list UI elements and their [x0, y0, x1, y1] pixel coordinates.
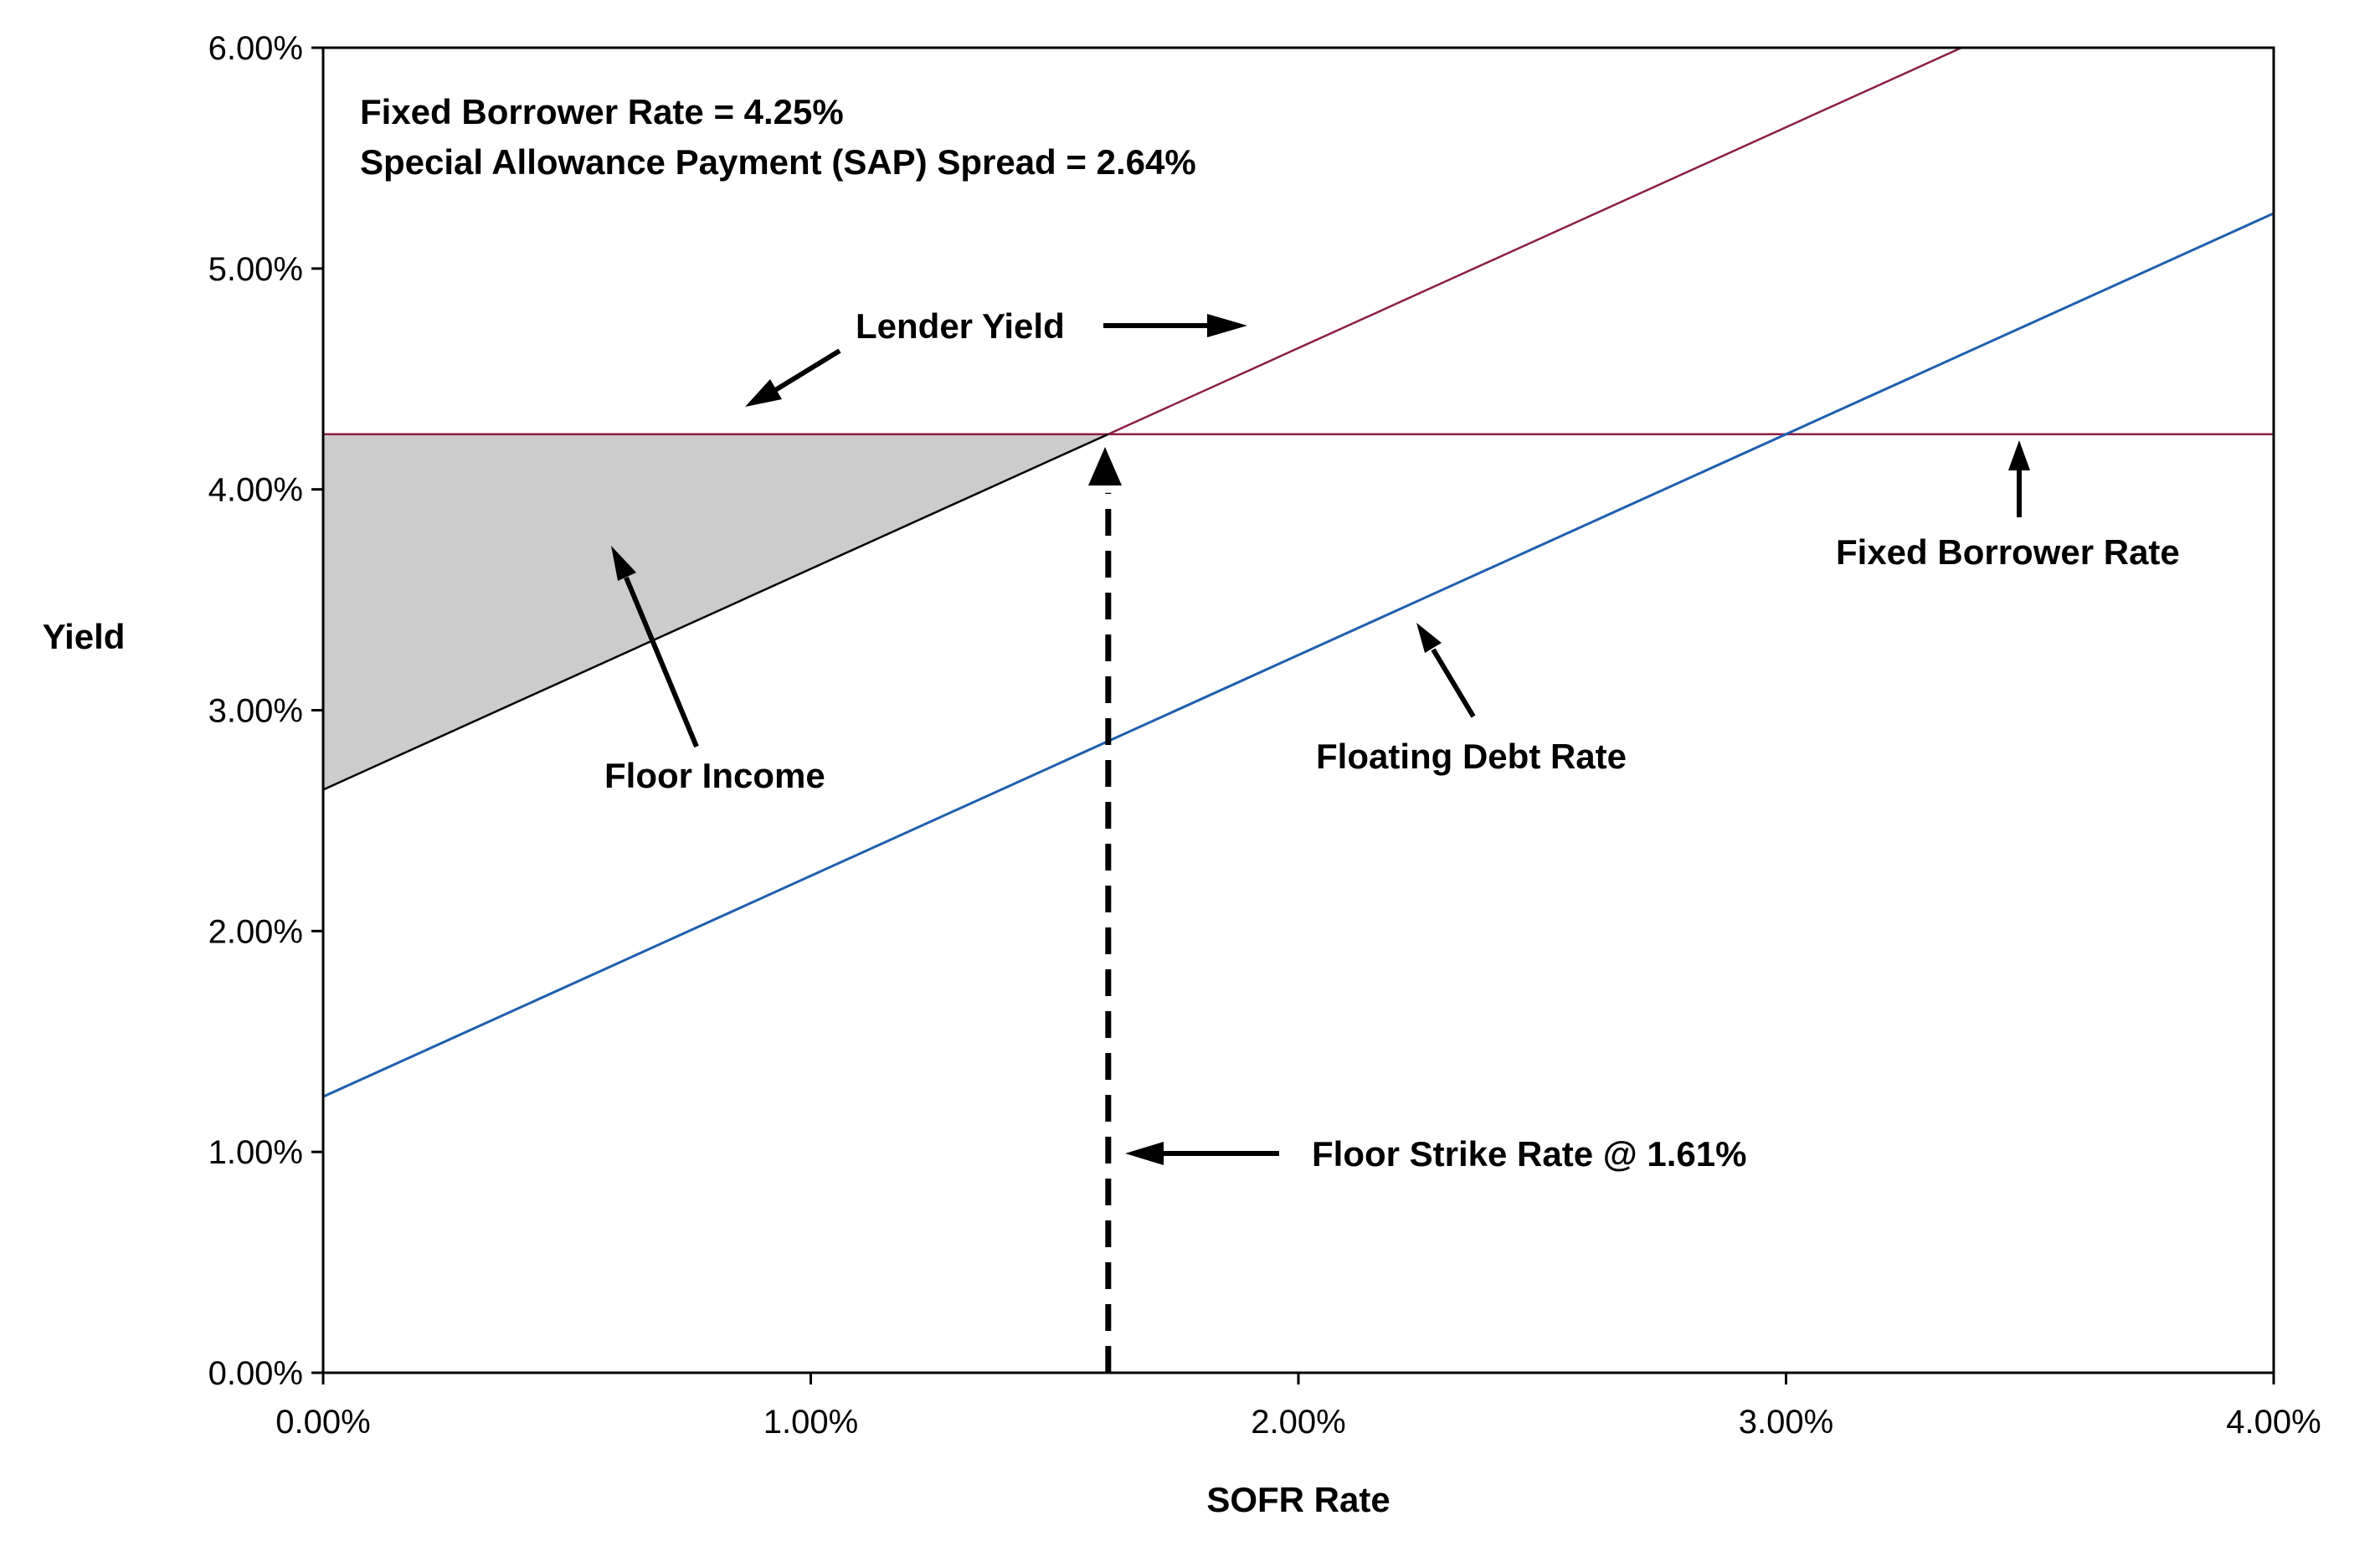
- lender-yield-line: [323, 48, 1965, 435]
- y-tick-label: 3.00%: [208, 693, 303, 730]
- y-axis-title: Yield: [43, 617, 126, 656]
- lender-yield-label: Lender Yield: [856, 306, 1065, 346]
- floor-strike-up-arrow: [1088, 447, 1122, 485]
- lender-yield-right-arrow: [1103, 314, 1247, 337]
- fixed-borrower-rate-note: Fixed Borrower Rate = 4.25%: [360, 92, 844, 131]
- x-axis-title: SOFR Rate: [1206, 1480, 1390, 1519]
- sap-spread-note: Special Allowance Payment (SAP) Spread =…: [360, 142, 1196, 182]
- floor-income-label: Floor Income: [604, 756, 825, 795]
- floor-strike-arrow: [1125, 1142, 1279, 1165]
- y-tick-label: 5.00%: [208, 251, 303, 288]
- fixed-borrower-rate-arrow: [2008, 440, 2030, 517]
- floating-debt-rate-label: Floating Debt Rate: [1316, 737, 1627, 776]
- x-tick-label: 1.00%: [763, 1404, 858, 1441]
- x-tick-label: 4.00%: [2226, 1404, 2321, 1441]
- plot-frame: [321, 46, 2275, 1374]
- floor-income-boundary-line: [323, 433, 1109, 791]
- fixed-borrower-rate-label: Fixed Borrower Rate: [1836, 532, 2180, 572]
- floating-debt-rate-line: [323, 212, 2274, 1098]
- y-tick-label: 4.00%: [208, 472, 303, 509]
- floor-income-arrow: [611, 546, 699, 748]
- y-axis-ticks: 0.00% 1.00% 2.00% 3.00% 4.00% 5.00% 6.00%: [208, 30, 323, 1392]
- x-tick-label: 2.00%: [1251, 1404, 1345, 1441]
- x-tick-label: 3.00%: [1739, 1404, 1833, 1441]
- floor-strike-label: Floor Strike Rate @ 1.61%: [1312, 1134, 1746, 1174]
- x-tick-label: 0.00%: [275, 1404, 370, 1441]
- x-axis-ticks: 0.00% 1.00% 2.00% 3.00% 4.00%: [275, 1373, 2321, 1441]
- y-tick-label: 0.00%: [208, 1355, 303, 1392]
- y-tick-label: 1.00%: [208, 1134, 303, 1171]
- y-tick-label: 6.00%: [208, 30, 303, 67]
- floating-debt-rate-arrow: [1416, 623, 1476, 718]
- y-tick-label: 2.00%: [208, 913, 303, 950]
- lender-yield-left-arrow: [745, 348, 841, 407]
